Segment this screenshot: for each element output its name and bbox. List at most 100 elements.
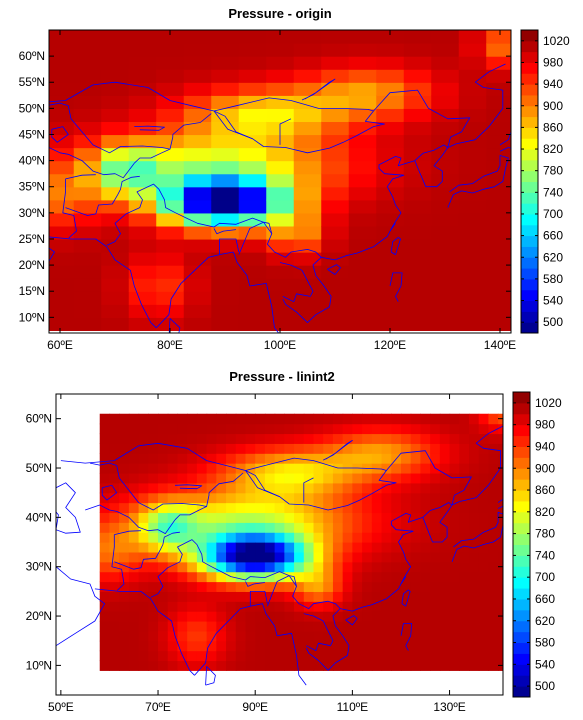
y-tick-label: 30ºN: [26, 560, 52, 574]
colorbar-segment: [521, 203, 538, 215]
coastline-path: [289, 575, 297, 587]
heatmap-cell: [321, 147, 350, 162]
heatmap-cell: [468, 630, 480, 642]
heatmap-cell: [156, 134, 185, 149]
y-tick-label: 55ºN: [19, 75, 45, 89]
heatmap-cell: [49, 121, 75, 136]
heatmap-cell: [323, 542, 334, 553]
heatmap-cell: [128, 532, 140, 543]
heatmap-cell: [128, 601, 140, 612]
heatmap-cell: [468, 571, 480, 583]
coastline-path: [510, 96, 511, 130]
heatmap-cell: [264, 601, 276, 612]
heatmap-cell: [321, 238, 350, 253]
heatmap-cell: [323, 532, 334, 543]
heatmap-cell: [294, 542, 305, 553]
heatmap-cell: [381, 591, 392, 602]
heatmap-cell: [245, 522, 256, 533]
heatmap-cell: [177, 551, 188, 563]
heatmap-cell: [439, 512, 451, 523]
coastline-path: [345, 615, 358, 626]
heatmap-cell: [478, 601, 490, 612]
heatmap-cell: [99, 423, 111, 435]
heatmap-cell: [177, 413, 188, 425]
heatmap-cell: [196, 433, 208, 444]
heatmap-cell: [156, 212, 185, 227]
heatmap-cell: [400, 542, 412, 553]
heatmap-cell: [348, 147, 377, 162]
heatmap-cell: [128, 43, 157, 57]
heatmap-cell: [376, 212, 405, 227]
heatmap-cell: [187, 640, 198, 652]
colorbar-frame: [512, 391, 531, 698]
panel-origin: Pressure - origin 60ºE 80ºE 100ºE 120ºE 140º…: [19, 6, 570, 352]
heatmap-cell: [449, 482, 460, 494]
heatmap-cell: [264, 472, 276, 484]
heatmap-cell: [449, 571, 460, 583]
heatmap-cell: [266, 291, 295, 305]
heatmap-cell: [183, 160, 212, 175]
heatmap-cell: [332, 630, 344, 642]
heatmap-cell: [284, 620, 295, 632]
heatmap-cell: [449, 522, 460, 533]
heatmap-cell: [167, 423, 179, 435]
heatmap-cell: [323, 581, 334, 592]
heatmap-cell: [449, 660, 460, 671]
y-tick-label: 10ºN: [19, 310, 45, 324]
heatmap-cell: [294, 561, 305, 573]
heatmap-cell: [362, 472, 373, 484]
heatmap-cell: [362, 453, 373, 464]
heatmap-cell: [138, 660, 149, 671]
heatmap-cell: [109, 591, 120, 602]
colorbar-label: 780: [535, 527, 555, 541]
heatmap-cell: [187, 482, 198, 494]
heatmap-cell: [403, 291, 432, 305]
heatmap-cell: [391, 601, 402, 612]
heatmap-cell: [274, 571, 285, 583]
heatmap-cell: [101, 160, 130, 175]
heatmap-cell: [245, 453, 256, 464]
heatmap-cell: [410, 640, 422, 652]
heatmap-cell: [138, 492, 149, 504]
heatmap-cell: [109, 640, 120, 652]
heatmap-cell: [183, 82, 212, 96]
heatmap-cell: [488, 611, 499, 622]
heatmap-cell: [391, 433, 402, 444]
heatmap-cell: [362, 482, 373, 494]
heatmap-cell: [158, 453, 169, 464]
heatmap-cell: [468, 423, 480, 435]
heatmap-cell: [420, 660, 431, 671]
heatmap-cell: [119, 620, 130, 632]
heatmap-cell: [99, 433, 111, 444]
coastline-path: [282, 293, 311, 303]
heatmap-cell: [391, 581, 402, 592]
colorbar-label: 860: [535, 483, 555, 497]
heatmap-cell: [211, 56, 240, 70]
heatmap-cell: [238, 317, 267, 331]
heatmap-cell: [294, 492, 305, 504]
heatmap-cell: [400, 463, 412, 474]
heatmap-cell: [99, 512, 111, 523]
heatmap-cell: [321, 121, 350, 136]
colorbar-segment: [513, 598, 530, 611]
colorbar-segment: [513, 402, 530, 415]
coastline-path: [101, 484, 118, 501]
heatmap-cell: [73, 173, 102, 188]
colorbar-segment: [521, 149, 538, 161]
heatmap-cell: [128, 30, 157, 44]
heatmap-cell: [371, 463, 383, 474]
heatmap-cell: [148, 542, 159, 553]
heatmap-cell: [449, 561, 460, 573]
heatmap-cell: [478, 620, 490, 632]
heatmap-cell: [183, 278, 212, 292]
heatmap-cell: [321, 43, 350, 57]
heatmap-cell: [342, 482, 353, 494]
heatmap-cell: [342, 502, 353, 514]
heatmap-cell: [238, 173, 267, 188]
heatmap-cell: [138, 571, 149, 583]
colorbar-segment: [513, 435, 530, 447]
y-tick-label: 20ºN: [26, 609, 52, 623]
heatmap-cell: [478, 611, 490, 622]
heatmap-cell: [478, 472, 490, 484]
heatmap-cell: [156, 252, 185, 266]
